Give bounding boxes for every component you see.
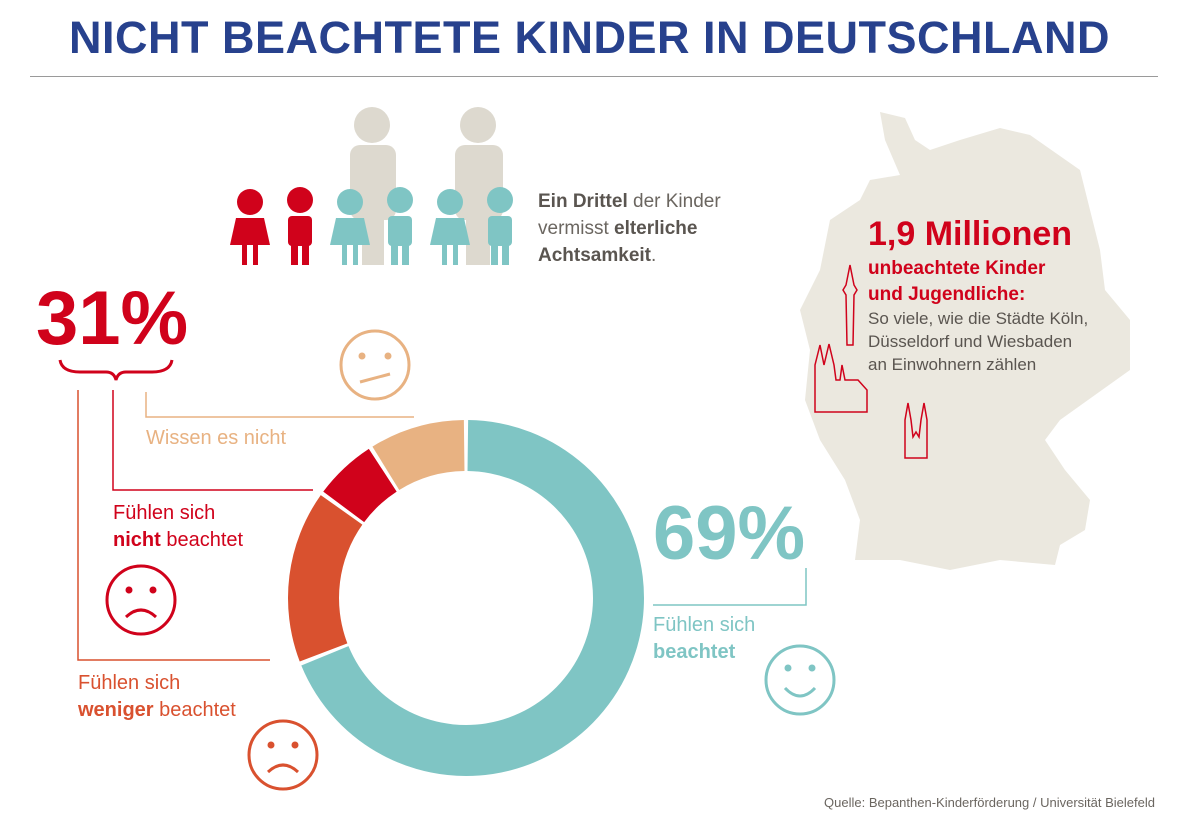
label-bold: beachtet	[653, 641, 736, 663]
label-weniger-beachtet: Fühlen sich weniger beachtet	[78, 670, 236, 724]
sad-face-icon	[247, 719, 319, 791]
donut-segment-1	[301, 420, 644, 776]
children-icons	[230, 187, 513, 265]
caption-bold: Achtsamkeit	[538, 245, 651, 266]
neutral-face-icon	[339, 329, 411, 401]
tv-tower-icon	[842, 264, 858, 346]
leader-nicht	[112, 390, 313, 491]
donut-segment-2	[288, 495, 363, 662]
church-icon	[904, 402, 928, 459]
divider	[30, 76, 1158, 77]
caption-text: .	[651, 245, 657, 266]
label-nicht-beachtet: Fühlen sich nicht beachtet	[113, 500, 243, 554]
cathedral-icon	[814, 343, 868, 413]
map-body-line: Düsseldorf und Wiesbaden	[868, 332, 1073, 351]
happy-face-icon	[764, 644, 836, 716]
leader-wissen	[145, 392, 414, 418]
family-caption: Ein Drittel der Kinder vermisst elterlic…	[538, 188, 721, 269]
page-title: NICHT BEACHTETE KINDER IN DEUTSCHLAND	[69, 12, 1110, 63]
donut-segment-3	[323, 448, 397, 523]
donut-segment-4	[372, 420, 465, 490]
map-sub-line: unbeachtete Kinder	[868, 258, 1046, 279]
leader-beachtet	[653, 568, 807, 606]
map-sub-line: und Jugendliche:	[868, 284, 1026, 305]
caption-text: vermisst	[538, 218, 614, 239]
source-note: Quelle: Bepanthen-Kinderförderung / Univ…	[824, 795, 1155, 810]
map-body-line: an Einwohnern zählen	[868, 355, 1037, 374]
sad-face-icon	[105, 564, 177, 636]
label-beachtet: Fühlen sich beachtet	[653, 612, 755, 666]
map-subheadline: unbeachtete Kinder und Jugendliche:	[868, 256, 1045, 308]
label-text: Fühlen sich	[653, 614, 756, 636]
map-body-line: So viele, wie die Städte Köln,	[868, 309, 1089, 328]
percent-69: 69%	[653, 491, 806, 576]
caption-text: der Kinder	[627, 191, 721, 212]
label-wissen: Wissen es nicht	[146, 427, 287, 449]
label-text: beachtet	[153, 699, 236, 721]
caption-bold: elterliche	[614, 218, 698, 239]
label-text: Fühlen sich	[113, 502, 216, 524]
parents-icon	[350, 107, 503, 265]
label-bold: nicht	[113, 529, 161, 551]
leader-weniger	[77, 390, 270, 661]
percent-31: 31%	[36, 276, 189, 361]
germany-map	[800, 112, 1130, 570]
label-text: Fühlen sich	[78, 672, 181, 694]
donut-chart	[288, 420, 644, 776]
label-text: beachtet	[160, 529, 244, 551]
label-bold: weniger	[78, 699, 154, 721]
map-body: So viele, wie die Städte Köln, Düsseldorf…	[868, 307, 1088, 376]
brace	[58, 359, 174, 381]
map-headline: 1,9 Millionen	[868, 215, 1073, 253]
caption-bold: Ein Drittel	[538, 191, 628, 212]
